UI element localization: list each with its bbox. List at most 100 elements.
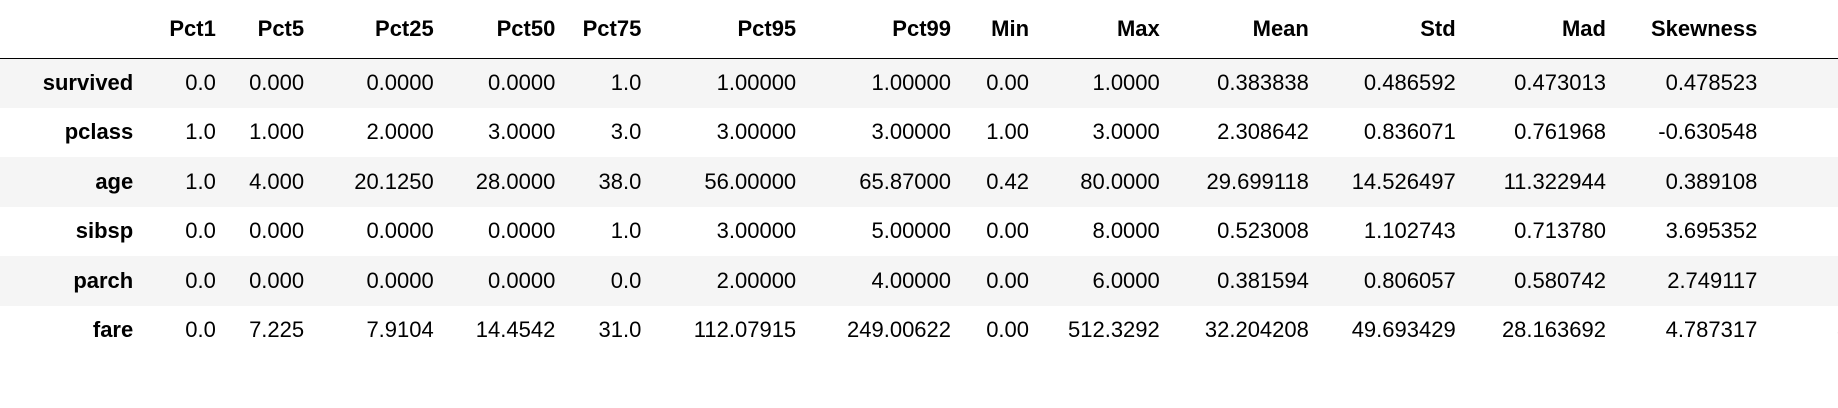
table-row: fare 0.0 7.225 7.9104 14.4542 31.0 112.0… [0,305,1838,355]
table-cell: 0.381594 [1217,267,1309,293]
table-cell: 65.87000 [859,168,952,194]
table-cell: 0.0000 [366,70,434,95]
table-cell: 20.1250 [354,168,434,194]
table-cell: 0.0 [185,218,216,244]
table-cell: 3.00000 [716,119,797,145]
table-cell: 5.00000 [871,218,952,244]
table-cell: 1.00000 [716,70,797,95]
table-cell: 31.0 [598,317,642,343]
table-cell: 1.00 [986,119,1030,145]
column-header-max: Max [1038,0,1169,59]
table-cell: 0.0 [185,70,216,95]
table-cell: 112.07915 [693,317,797,343]
table-cell: 2.00000 [716,267,797,293]
column-header-mean: Mean [1168,0,1318,59]
table-cell: 0.486592 [1363,70,1456,95]
table-cell: 11.322944 [1503,168,1606,194]
row-label: fare [92,317,134,343]
table-cell: -0.630548 [1658,119,1758,145]
column-header-pct95: Pct95 [650,0,806,59]
table-row: parch 0.0 0.000 0.0000 0.0000 0.0 2.0000… [0,256,1838,306]
column-header-pct99: Pct99 [805,0,961,59]
table-cell: 0.000 [249,267,305,293]
column-header-mad: Mad [1464,0,1615,59]
table-cell: 1.0 [185,168,216,194]
table-row: pclass 1.0 1.000 2.0000 3.0000 3.0 3.000… [0,107,1838,158]
table-cell: 0.000 [249,70,305,95]
table-cell: 28.163692 [1501,317,1606,343]
table-cell: 0.0000 [366,267,434,293]
table-cell: 0.0 [185,317,216,343]
table-cell: 32.204208 [1204,317,1309,343]
table-cell: 3.695352 [1665,218,1758,244]
table-cell: 7.225 [249,317,305,343]
table-cell: 1.0 [610,218,642,244]
table-cell: 0.389108 [1665,168,1758,194]
column-header-kurtosis: Kurtosis [1766,0,1838,59]
table-cell: 1.102743 [1363,218,1456,244]
column-header-skewness: Skewness [1614,0,1767,59]
column-header-pct50: Pct50 [442,0,565,59]
table-cell: 0.00 [986,218,1030,244]
table-cell: 1.0 [610,70,642,95]
table-cell: 1.0 [185,119,216,145]
column-header-std: Std [1317,0,1465,59]
row-label: pclass [64,119,134,145]
table-cell: 2.0000 [366,119,434,145]
table-cell: 1.00000 [871,70,952,95]
table-cell: 4.000 [249,168,305,194]
table-cell: 0.00 [986,70,1030,95]
table-cell: 0.0000 [488,267,556,293]
column-header-pct75: Pct75 [564,0,651,59]
table-cell: -1.280015 [1766,108,1838,158]
table-cell: 0.580742 [1514,267,1606,293]
table-cell: 14.4542 [475,317,556,343]
table-cell: 512.3292 [1068,317,1160,343]
table-cell: 3.0000 [1092,119,1160,145]
table-row: survived 0.0 0.000 0.0000 0.0000 1.0 1.0… [0,58,1838,108]
table-cell: 0.0 [185,267,216,293]
table-cell: 0.836071 [1363,119,1456,145]
row-label: sibsp [75,218,134,244]
table-row: age 1.0 4.000 20.1250 28.0000 38.0 56.00… [0,157,1838,207]
table-cell: 4.787317 [1665,317,1758,343]
table-cell: 7.9104 [366,317,434,343]
table-cell: 0.42 [986,168,1030,194]
table-cell: 0.178274 [1766,157,1838,207]
table-cell: 249.00622 [847,317,952,343]
table-cell: 0.0000 [488,70,556,95]
table-cell: 17.880420 [1766,207,1838,257]
table-cell: 28.0000 [475,168,556,194]
table-cell: 56.00000 [704,168,797,194]
table-cell: 9.778125 [1766,256,1838,306]
table-cell: 1.000 [249,119,305,145]
table-row: sibsp 0.0 0.000 0.0000 0.0000 1.0 3.0000… [0,206,1838,257]
table-cell: 80.0000 [1080,168,1160,194]
table-cell: 0.478523 [1665,70,1758,95]
table-cell: 8.0000 [1092,218,1160,244]
table-cell: 3.0 [610,119,642,145]
column-header-pct5: Pct5 [224,0,314,59]
table-cell: 0.0 [610,267,642,293]
table-cell: 0.0000 [366,218,434,244]
column-header-index [0,0,143,59]
table-cell: 0.000 [249,218,305,244]
table-cell: 0.473013 [1514,70,1606,95]
table-cell: 0.0000 [488,218,556,244]
column-header-pct1: Pct1 [142,0,225,59]
column-header-pct25: Pct25 [313,0,443,59]
table-cell: 49.693429 [1351,317,1456,343]
table-cell: 0.523008 [1217,218,1309,244]
table-cell: 4.00000 [871,267,952,293]
row-label: parch [73,267,134,293]
table-cell: 0.00 [986,267,1030,293]
table-cell: 0.00 [986,317,1030,343]
table-cell: 0.383838 [1217,70,1309,95]
table-cell: 2.749117 [1667,267,1758,293]
header-row: Pct1 Pct5 Pct25 Pct50 Pct75 Pct95 Pct99 … [0,0,1838,59]
table-cell: 6.0000 [1092,267,1160,293]
table-cell: 0.806057 [1363,267,1456,293]
table-cell: 2.308642 [1217,119,1309,145]
table-cell: 29.699118 [1206,168,1309,194]
